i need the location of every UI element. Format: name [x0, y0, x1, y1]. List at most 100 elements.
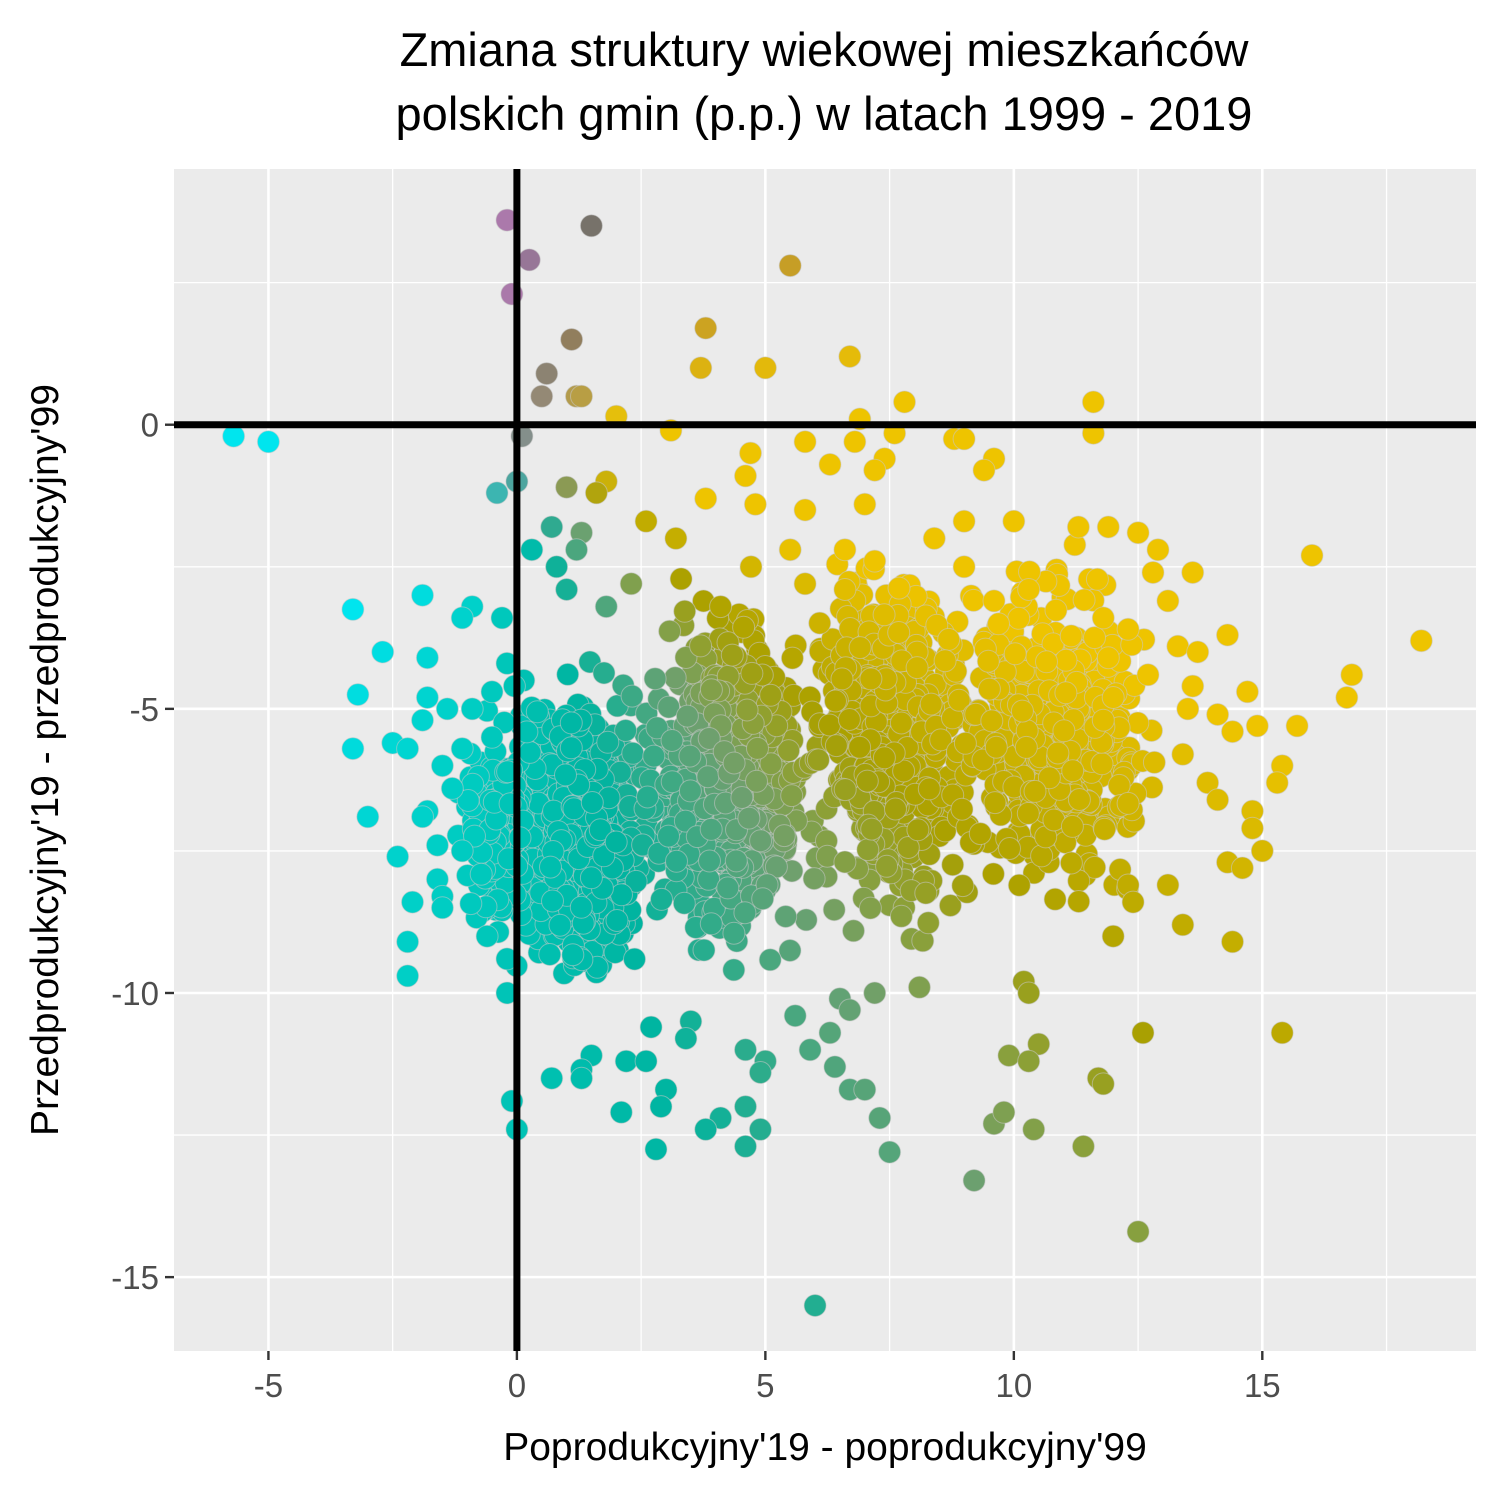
data-point [1265, 771, 1289, 795]
data-point [818, 453, 842, 476]
data-point [698, 849, 721, 873]
data-point [1181, 561, 1205, 584]
data-point [490, 606, 514, 630]
data-point [863, 458, 887, 482]
data-point [1131, 1021, 1155, 1045]
data-point [730, 786, 754, 809]
data-point [780, 784, 804, 808]
data-point [777, 739, 801, 763]
data-point [401, 890, 424, 914]
data-point [1136, 663, 1160, 687]
data-point [411, 583, 434, 607]
data-point [823, 1055, 847, 1079]
data-point [1250, 839, 1274, 863]
data-point [997, 1044, 1021, 1067]
data-point [642, 744, 666, 768]
data-point [907, 975, 931, 999]
data-point [699, 817, 723, 841]
data-point [972, 458, 996, 482]
data-point [450, 737, 474, 761]
x-tick-label: 0 [508, 1367, 526, 1404]
data-point [435, 697, 459, 721]
data-point [696, 765, 720, 789]
data-point [853, 1078, 877, 1102]
data-point [675, 704, 699, 728]
y-axis-title: Przedprodukcyjny'19 - przedprodukcyjny'9… [24, 384, 67, 1136]
data-point [984, 735, 1008, 759]
data-point [660, 770, 684, 794]
data-point [1083, 855, 1107, 879]
data-point [579, 866, 603, 890]
data-point [411, 708, 434, 732]
data-point [540, 515, 564, 539]
data-point [917, 777, 941, 801]
data-point [952, 509, 976, 533]
data-point [530, 384, 554, 408]
data-point [639, 1015, 663, 1039]
data-point [982, 589, 1006, 613]
data-point [919, 692, 943, 716]
data-point [657, 695, 681, 719]
chart-title-line-1: Zmiana struktury wiekowej mieszkańców [400, 23, 1250, 76]
data-point [411, 805, 434, 829]
data-point [914, 881, 938, 905]
data-point [1116, 617, 1140, 641]
data-point [1002, 509, 1026, 533]
data-point [1052, 719, 1076, 743]
data-point [554, 763, 577, 787]
data-point [1171, 913, 1195, 937]
data-point [440, 776, 464, 800]
data-point [636, 785, 659, 809]
data-point [463, 824, 486, 848]
data-point [833, 850, 857, 874]
data-point [1216, 623, 1239, 647]
data-point [1083, 626, 1106, 650]
data-point [837, 708, 861, 731]
data-point [1054, 681, 1078, 705]
data-point [692, 938, 716, 962]
data-point [794, 908, 818, 932]
data-point [774, 905, 798, 928]
data-point [740, 661, 764, 685]
data-point [1156, 589, 1180, 613]
data-point [570, 384, 593, 408]
data-point [1206, 703, 1230, 726]
data-point [977, 677, 1001, 701]
data-point [660, 729, 684, 752]
data-point [833, 778, 857, 802]
data-point [798, 1038, 822, 1062]
data-point [734, 464, 757, 488]
data-point [579, 214, 603, 238]
data-point [1046, 741, 1070, 765]
data-point [848, 636, 872, 660]
data-point [469, 862, 493, 886]
data-point [559, 736, 583, 760]
reference-lines [174, 169, 1476, 1351]
data-point [1093, 817, 1117, 841]
data-point [1221, 720, 1244, 744]
data-point [456, 789, 480, 812]
data-point [699, 912, 723, 936]
data-point [848, 735, 872, 759]
data-point [650, 887, 673, 911]
data-point [734, 1134, 757, 1158]
data-point [735, 698, 759, 722]
data-point [222, 424, 246, 448]
data-point [555, 578, 579, 601]
data-point [699, 678, 723, 702]
data-point [623, 947, 646, 971]
data-point [724, 849, 748, 873]
data-point [983, 791, 1007, 815]
data-point [1071, 1134, 1095, 1158]
data-point [356, 805, 380, 829]
data-point [664, 526, 688, 550]
data-point [824, 734, 848, 758]
data-point [475, 924, 499, 948]
data-point [842, 919, 865, 943]
data-point [1044, 598, 1068, 622]
data-point [459, 892, 483, 916]
data-point [645, 716, 669, 740]
data-point [992, 1100, 1016, 1124]
data-point [1043, 887, 1067, 911]
data-point [1054, 648, 1078, 672]
